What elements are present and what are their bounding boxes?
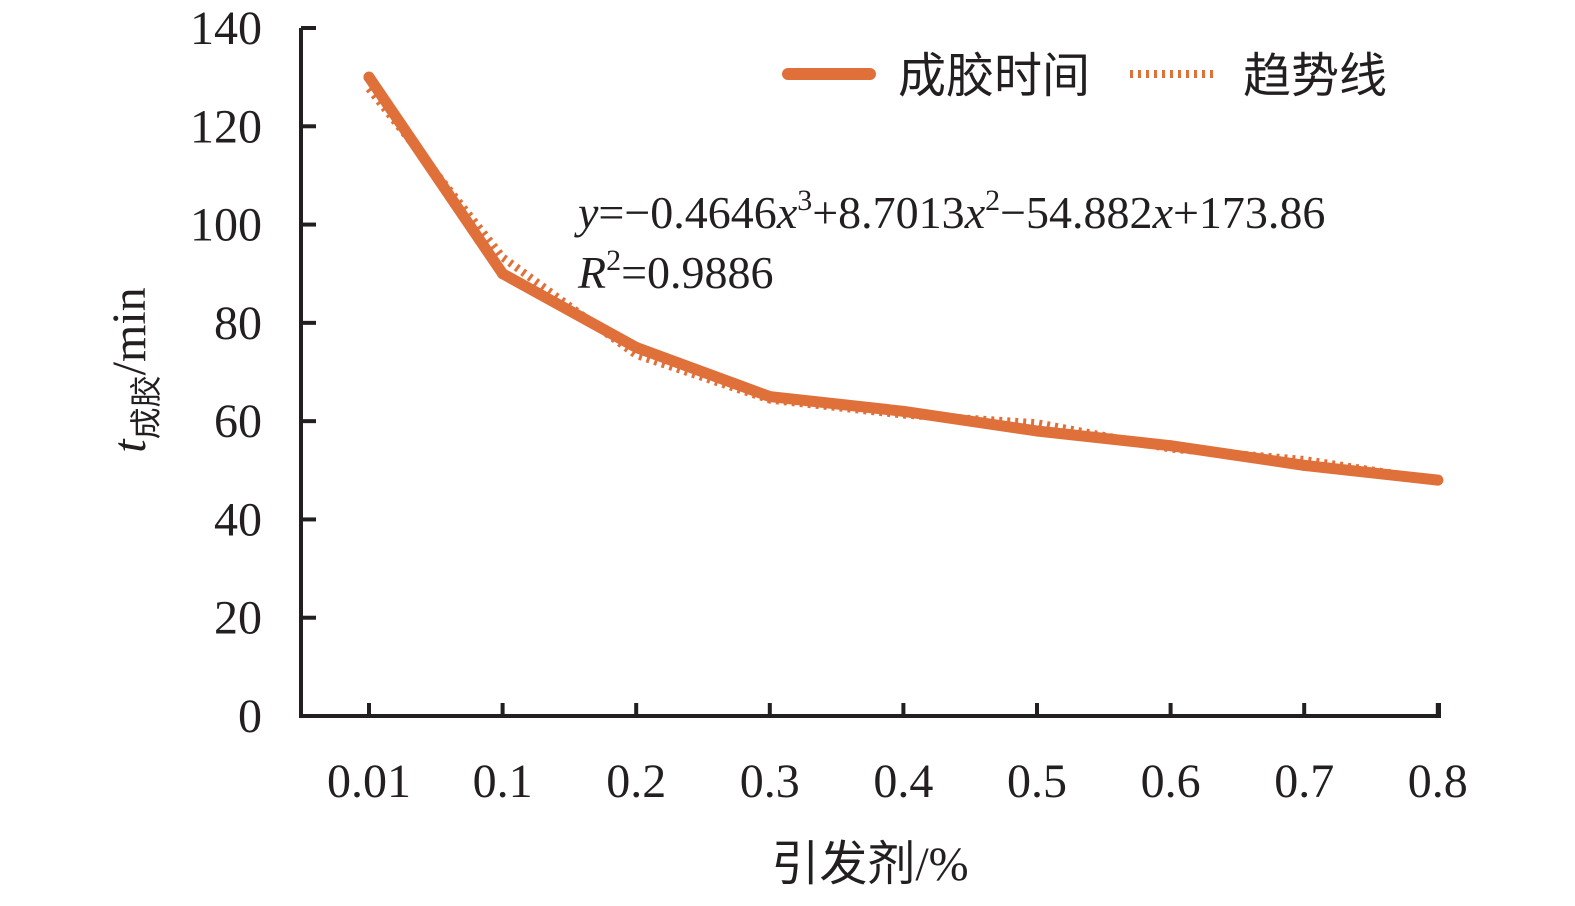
eq-power-2: 2 xyxy=(985,184,1000,217)
data-point xyxy=(630,341,642,353)
x-tick-label: 0.5 xyxy=(1007,755,1067,808)
y-tick-label: 100 xyxy=(190,199,262,252)
x-tick-label: 0.2 xyxy=(606,755,666,808)
eq-y: y xyxy=(574,187,599,238)
y-tick-label: 80 xyxy=(214,297,262,350)
x-tick-label: 0.4 xyxy=(873,755,933,808)
x-tick-label: 0.7 xyxy=(1274,755,1334,808)
eq-part3: −54.882 xyxy=(1000,187,1152,238)
y-tick-label: 140 xyxy=(190,2,262,55)
r2-r: R xyxy=(577,247,606,298)
x-tick-label: 0.8 xyxy=(1408,755,1468,808)
x-ticks: 0.01 0.1 0.2 0.3 0.4 0.5 0.6 0.7 0.8 xyxy=(327,703,1468,808)
y-tick-label: 120 xyxy=(190,100,262,153)
y-ticks: 0 20 40 60 80 100 120 140 xyxy=(190,2,316,743)
x-tick-label: 0.6 xyxy=(1141,755,1201,808)
eq-part4: +173.86 xyxy=(1173,187,1325,238)
data-point xyxy=(1031,425,1043,437)
data-point xyxy=(363,71,375,83)
x-tick-label: 0.3 xyxy=(740,755,800,808)
y-axis-title-main: t xyxy=(103,438,156,453)
y-axis-title: t成胶/min xyxy=(103,287,164,452)
r2-value: =0.9886 xyxy=(621,247,773,298)
eq-power-3: 3 xyxy=(797,184,812,217)
eq-part2: +8.7013 xyxy=(812,187,964,238)
y-tick-label: 0 xyxy=(238,690,262,743)
x-tick-label: 0.01 xyxy=(327,755,411,808)
series-layer xyxy=(363,71,1444,486)
legend-label-series-1: 成胶时间 xyxy=(898,50,1090,103)
legend: 成胶时间 趋势线 xyxy=(782,50,1387,103)
eq-x1: x xyxy=(776,187,798,238)
y-tick-label: 20 xyxy=(214,592,262,645)
data-point xyxy=(1432,474,1444,486)
eq-x3: x xyxy=(1152,187,1174,238)
data-point xyxy=(497,268,509,280)
y-tick-label: 60 xyxy=(214,395,262,448)
eq-x2: x xyxy=(964,187,986,238)
x-tick-label: 0.1 xyxy=(473,755,533,808)
r2-power: 2 xyxy=(606,244,621,277)
y-axis-title-unit: /min xyxy=(103,287,156,375)
data-point xyxy=(897,405,909,417)
y-axis-title-sub: 成胶 xyxy=(128,375,164,439)
r-squared: R2=0.9886 xyxy=(577,244,774,298)
data-point xyxy=(1165,440,1177,452)
data-point xyxy=(764,391,776,403)
x-axis-title: 引发剂/% xyxy=(771,838,968,891)
eq-part1: =−0.4646 xyxy=(598,187,776,238)
y-tick-label: 40 xyxy=(214,493,262,546)
data-point xyxy=(1298,459,1310,471)
legend-label-series-2: 趋势线 xyxy=(1243,50,1387,103)
trend-equation: y=−0.4646x3+8.7013x2−54.882x+173.86 xyxy=(574,184,1325,238)
